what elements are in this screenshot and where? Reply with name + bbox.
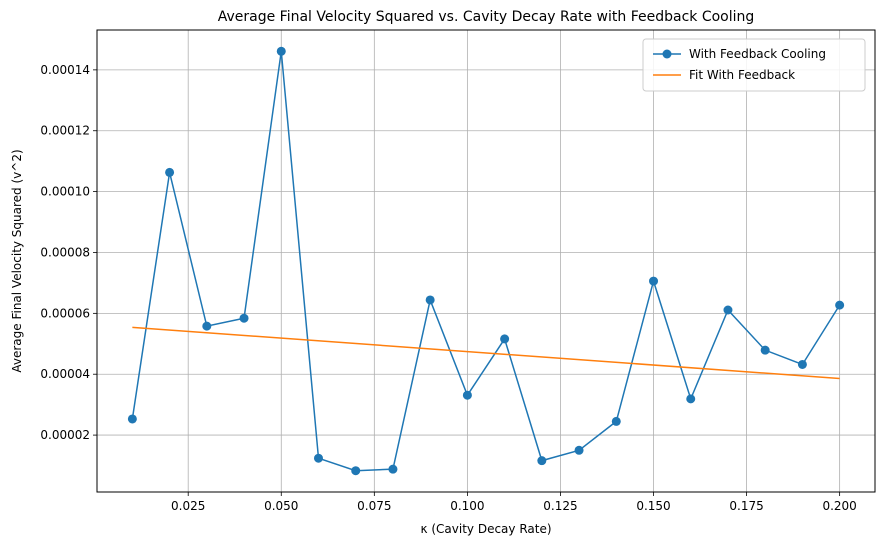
data-point bbox=[760, 345, 770, 355]
data-point bbox=[723, 305, 733, 315]
legend-box bbox=[642, 38, 866, 92]
chart-title: Average Final Velocity Squared vs. Cavit… bbox=[218, 9, 755, 25]
y-tick-label: 0.00008 bbox=[40, 245, 90, 259]
y-axis: 0.00002 0.00004 0.00006 0.00008 0.00010 0.000… bbox=[40, 63, 97, 442]
data-point bbox=[797, 359, 807, 369]
series-line-1 bbox=[131, 51, 841, 472]
y-tick-label: 0.00006 bbox=[40, 306, 90, 320]
x-axis-label: κ (Cavity Decay Rate) bbox=[420, 522, 551, 536]
y-tick-label: 0.00004 bbox=[40, 367, 90, 381]
data-point bbox=[388, 464, 398, 474]
x-tick-label: 0.075 bbox=[357, 499, 391, 513]
legend-marker bbox=[662, 49, 672, 59]
data-point bbox=[351, 466, 361, 476]
x-axis: 0.025 0.050 0.075 0.100 0.125 0.150 0.175 0.200 bbox=[171, 492, 857, 513]
data-point bbox=[649, 276, 659, 286]
data-point bbox=[686, 394, 696, 404]
plot-frame bbox=[96, 29, 876, 493]
y-tick-label: 0.00002 bbox=[40, 428, 90, 442]
data-point bbox=[500, 334, 510, 344]
data-point bbox=[202, 321, 212, 331]
x-tick-label: 0.050 bbox=[264, 499, 298, 513]
x-tick-label: 0.150 bbox=[636, 499, 670, 513]
y-axis-label: Average Final Velocity Squared (v^2) bbox=[10, 149, 24, 372]
data-point bbox=[313, 453, 323, 463]
series-layer bbox=[127, 46, 845, 476]
x-tick-label: 0.025 bbox=[171, 499, 205, 513]
data-point bbox=[127, 414, 137, 424]
legend-label: Fit With Feedback bbox=[689, 68, 795, 82]
data-point bbox=[537, 456, 547, 466]
x-tick-label: 0.200 bbox=[822, 499, 856, 513]
plot-background bbox=[97, 30, 875, 492]
data-point bbox=[425, 295, 435, 305]
data-point bbox=[574, 445, 584, 455]
series-line-2 bbox=[132, 326, 840, 380]
x-tick-label: 0.125 bbox=[543, 499, 577, 513]
data-point bbox=[239, 313, 249, 323]
legend: With Feedback Cooling Fit With Feedback bbox=[642, 38, 866, 92]
data-point bbox=[276, 46, 286, 56]
y-tick-label: 0.00010 bbox=[40, 185, 90, 199]
x-tick-label: 0.100 bbox=[450, 499, 484, 513]
data-point bbox=[835, 300, 845, 310]
y-tick-label: 0.00014 bbox=[40, 63, 90, 77]
data-point bbox=[611, 416, 621, 426]
data-point bbox=[462, 390, 472, 400]
y-tick-label: 0.00012 bbox=[40, 124, 90, 138]
grid-lines bbox=[97, 30, 875, 492]
x-tick-label: 0.175 bbox=[729, 499, 763, 513]
data-point bbox=[165, 167, 175, 177]
legend-label: With Feedback Cooling bbox=[689, 47, 826, 61]
